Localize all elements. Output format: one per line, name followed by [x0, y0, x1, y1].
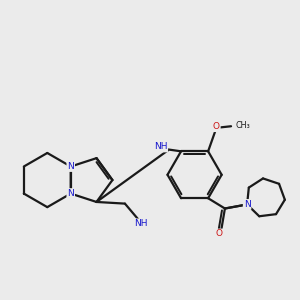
Text: CH₃: CH₃	[236, 121, 250, 130]
Text: O: O	[216, 230, 223, 238]
Text: NH: NH	[154, 142, 167, 152]
Text: O: O	[213, 122, 220, 131]
Text: N: N	[244, 200, 250, 209]
Text: N: N	[68, 189, 74, 198]
Text: N: N	[68, 162, 74, 171]
Text: NH: NH	[134, 219, 147, 228]
